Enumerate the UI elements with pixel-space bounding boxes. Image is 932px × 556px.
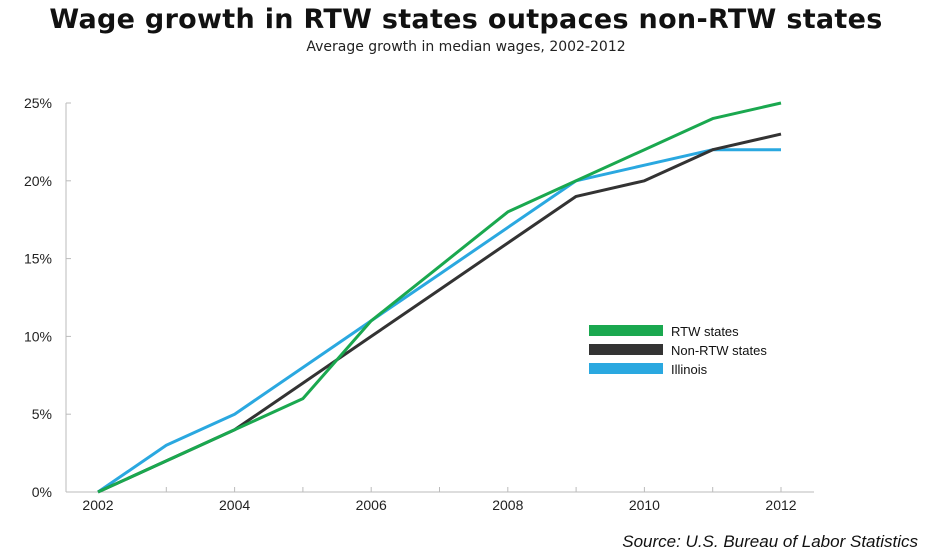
legend-swatch-rtw-states: [589, 325, 663, 336]
x-tick-label: 2010: [629, 497, 660, 513]
legend-label: Non-RTW states: [671, 343, 767, 358]
legend-swatch-illinois: [589, 363, 663, 374]
legend-label: Illinois: [671, 362, 708, 377]
chart-axes: 0% 5% 10% 15% 20% 25% 2002 2004 2006 2008 2010 2012: [24, 95, 814, 513]
x-tick-label: 2006: [356, 497, 387, 513]
legend-swatch-non-rtw-states: [589, 344, 663, 355]
chart-subtitle: Average growth in median wages, 2002-201…: [306, 39, 626, 55]
chart-lines: [97, 101, 782, 494]
y-tick-label: 25%: [24, 95, 52, 111]
x-tick-label: 2004: [219, 497, 250, 513]
y-tick-label: 5%: [32, 406, 52, 422]
series-line-illinois: [97, 148, 781, 494]
chart-title: Wage growth in RTW states outpaces non-R…: [49, 4, 883, 35]
y-tick-label: 0%: [32, 484, 52, 500]
chart-source: Source: U.S. Bureau of Labor Statistics: [622, 532, 918, 551]
x-tick-label: 2008: [492, 497, 523, 513]
y-tick-label: 20%: [24, 173, 52, 189]
legend-label: RTW states: [671, 324, 739, 339]
series-line-non-rtw-states: [97, 132, 782, 494]
y-tick-label: 15%: [24, 251, 52, 267]
x-tick-label: 2002: [82, 497, 113, 513]
chart-legend: RTW states Non-RTW states Illinois: [589, 324, 767, 377]
x-tick-label: 2012: [765, 497, 796, 513]
y-tick-label: 10%: [24, 328, 52, 344]
series-line-rtw-states: [97, 101, 782, 494]
